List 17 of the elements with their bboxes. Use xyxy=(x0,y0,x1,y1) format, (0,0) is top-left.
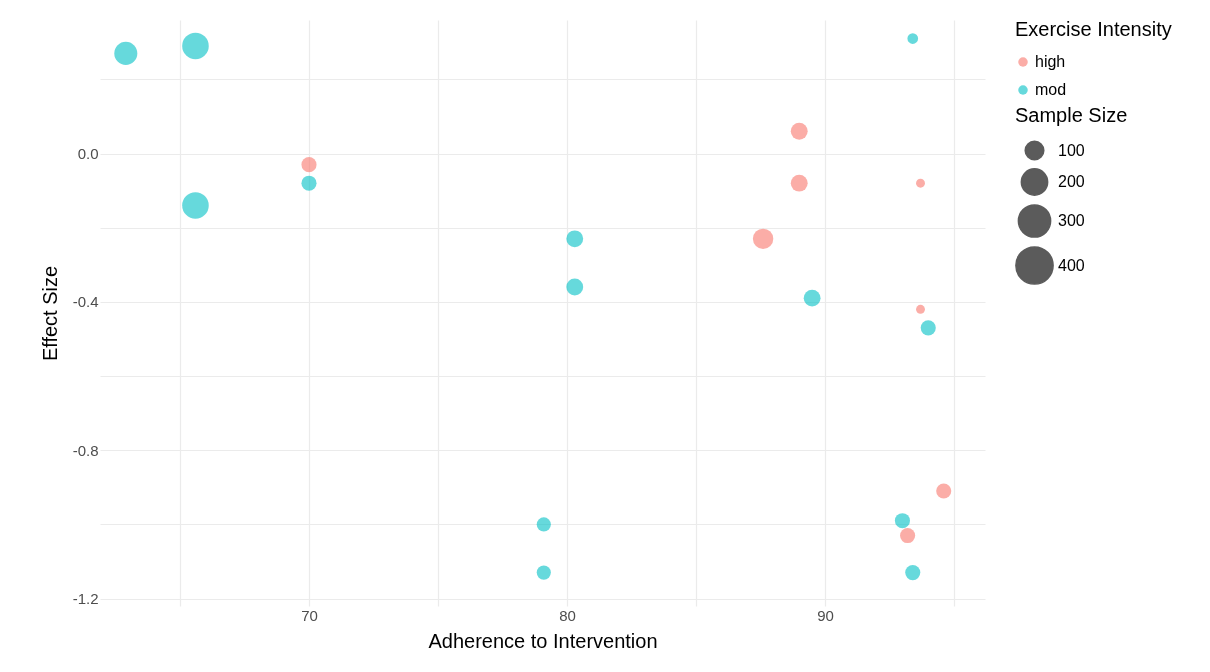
legend-title: Exercise Intensity xyxy=(1015,18,1172,40)
y-tick-label: 0.0 xyxy=(77,145,99,163)
y-tick-label: -0.8 xyxy=(72,441,99,459)
y-axis-title: Effect Size xyxy=(38,265,61,362)
legend-label: 400 xyxy=(1058,256,1085,274)
legend-label: mod xyxy=(1035,81,1067,98)
legend-label: 300 xyxy=(1058,212,1085,229)
y-tick-label: -0.4 xyxy=(72,293,99,311)
legend-label: 200 xyxy=(1058,173,1085,190)
legend-label: 100 xyxy=(1058,141,1085,159)
x-tick-label: 90 xyxy=(817,606,834,624)
x-tick-label: 70 xyxy=(301,606,318,624)
y-tick-label: -1.2 xyxy=(72,590,99,608)
x-tick-label: 80 xyxy=(559,606,576,624)
text: Sample Size xyxy=(1015,104,1128,126)
x-axis-title: Adherence to Intervention xyxy=(428,629,658,652)
legend-label: high xyxy=(1035,53,1066,70)
